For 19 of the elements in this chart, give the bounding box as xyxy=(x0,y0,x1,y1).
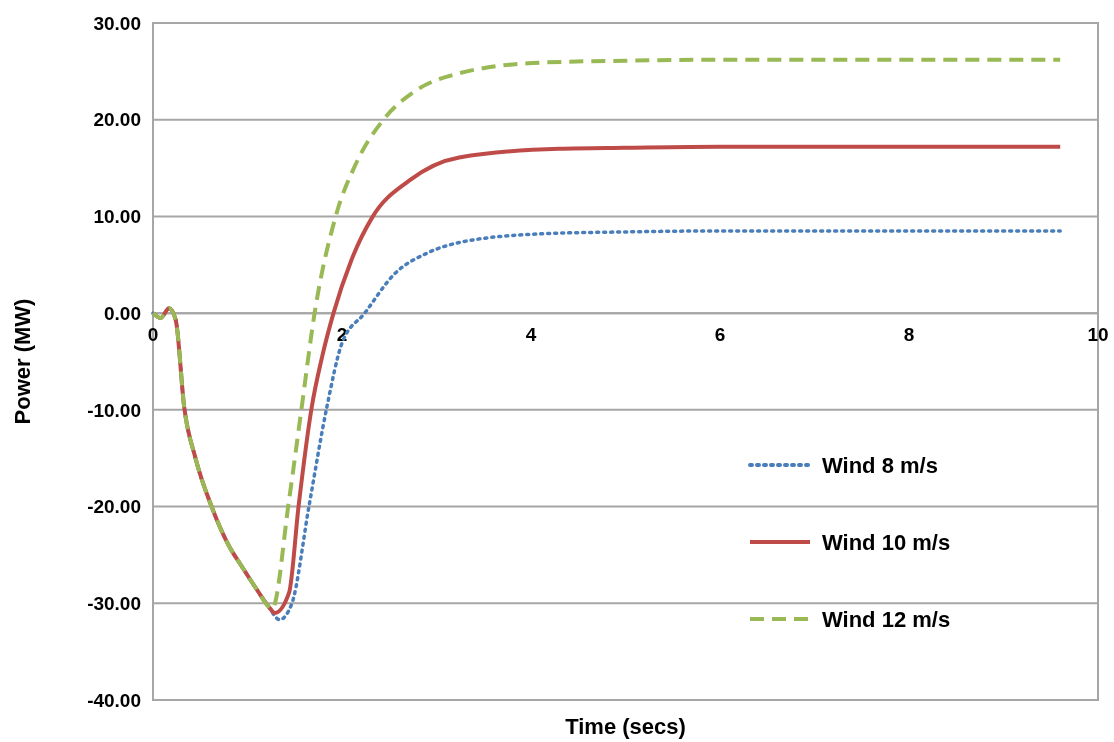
legend-label: Wind 10 m/s xyxy=(822,529,951,555)
x-tick-label: 10 xyxy=(1087,324,1109,346)
y-tick-label: -40.00 xyxy=(87,689,141,711)
x-tick-label: 8 xyxy=(903,324,915,346)
x-tick-label: 0 xyxy=(147,324,159,346)
legend-label: Wind 8 m/s xyxy=(822,452,938,478)
y-tick-label: 20.00 xyxy=(93,109,141,131)
x-axis-title: Time (secs) xyxy=(565,714,686,739)
x-tick-label: 6 xyxy=(714,324,726,346)
y-tick-label: 0.00 xyxy=(104,302,141,324)
y-tick-label: -30.00 xyxy=(87,592,141,614)
y-tick-label: -10.00 xyxy=(87,399,141,421)
x-tick-label: 2 xyxy=(336,324,348,346)
y-tick-label: 30.00 xyxy=(93,12,141,34)
y-tick-label: 10.00 xyxy=(93,206,141,228)
y-tick-label: -20.00 xyxy=(87,496,141,518)
x-tick-label: 4 xyxy=(525,324,537,346)
y-axis-title: Power (MW) xyxy=(10,298,35,425)
legend-label: Wind 12 m/s xyxy=(822,606,951,632)
